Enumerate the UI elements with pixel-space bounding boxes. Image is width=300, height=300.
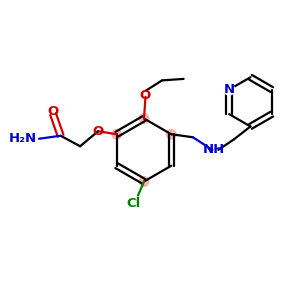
Circle shape — [139, 177, 149, 186]
Text: NH: NH — [202, 143, 225, 156]
Circle shape — [167, 129, 176, 139]
Text: O: O — [47, 105, 59, 118]
Text: H₂N: H₂N — [8, 132, 37, 145]
Circle shape — [112, 129, 122, 139]
Circle shape — [139, 114, 149, 123]
Text: O: O — [92, 125, 104, 138]
Text: N: N — [224, 83, 235, 96]
Text: O: O — [140, 89, 151, 102]
Text: Cl: Cl — [126, 197, 140, 210]
Circle shape — [224, 84, 235, 95]
